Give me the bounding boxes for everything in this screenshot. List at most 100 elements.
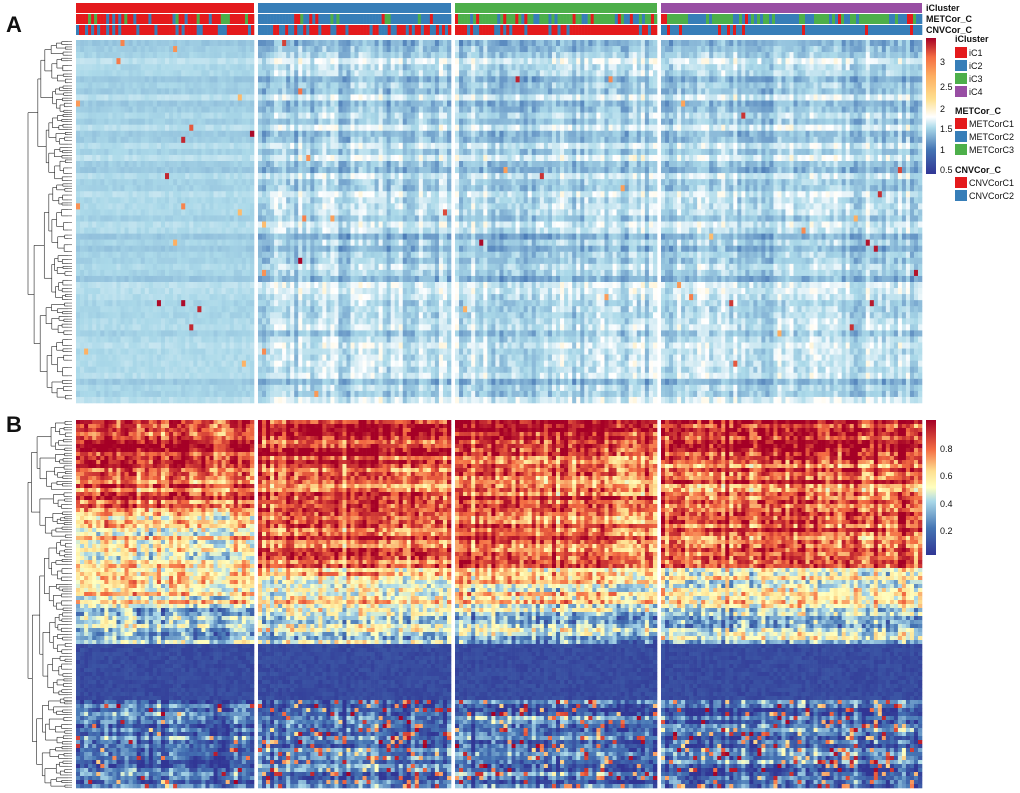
annotation-cell-cnvcor: [236, 25, 239, 35]
heatmap-a-cell: [246, 228, 250, 234]
heatmap-a-cell: [153, 179, 157, 185]
heatmap-a-cell: [161, 306, 165, 312]
annotation-cell-cnvcor: [297, 25, 300, 35]
heatmap-a-cell: [201, 336, 205, 342]
heatmap-a-cell: [104, 282, 108, 288]
heatmap-a-cell: [230, 373, 234, 379]
heatmap-a-cell: [169, 107, 173, 113]
heatmap-a-cell: [242, 300, 246, 306]
heatmap-a-cell: [108, 161, 112, 167]
heatmap-a-cell: [427, 185, 431, 191]
heatmap-a-cell: [157, 258, 161, 264]
heatmap-a-cell: [218, 64, 222, 70]
heatmap-a-cell: [181, 46, 185, 52]
heatmap-a-cell: [96, 137, 100, 143]
heatmap-a-cell: [246, 324, 250, 330]
heatmap-a-cell: [314, 125, 318, 131]
heatmap-a-cell: [242, 52, 246, 58]
heatmap-a-cell: [125, 324, 129, 330]
heatmap-a-cell: [415, 46, 419, 52]
heatmap-a-cell: [84, 379, 88, 385]
heatmap-a-cell: [290, 107, 294, 113]
annotation-cell-metcor: [173, 14, 176, 24]
heatmap-a-cell: [375, 82, 379, 88]
heatmap-a-cell: [226, 282, 230, 288]
heatmap-a-cell: [262, 58, 266, 64]
heatmap-a-cell: [161, 355, 165, 361]
heatmap-a-cell: [92, 155, 96, 161]
heatmap-a-cell: [250, 349, 254, 355]
heatmap-a-cell: [342, 64, 346, 70]
heatmap-a-cell: [214, 391, 218, 397]
heatmap-a-cell: [250, 355, 254, 361]
heatmap-a-cell: [310, 191, 314, 197]
heatmap-a-cell: [427, 40, 431, 46]
annotation-cell-metcor: [751, 14, 754, 24]
heatmap-a-cell: [387, 197, 391, 203]
annotation-cell-metcor: [455, 14, 458, 24]
heatmap-a-cell: [334, 203, 338, 209]
heatmap-a-cell: [218, 101, 222, 107]
heatmap-a-cell: [242, 270, 246, 276]
heatmap-a-cell: [242, 264, 246, 270]
heatmap-a-cell: [84, 197, 88, 203]
heatmap-a-cell: [310, 149, 314, 155]
heatmap-a-cell: [181, 70, 185, 76]
heatmap-a-cell: [214, 179, 218, 185]
heatmap-a-cell: [447, 203, 451, 209]
heatmap-a-cell: [201, 185, 205, 191]
heatmap-a-cell: [141, 125, 145, 131]
heatmap-a-cell: [214, 306, 218, 312]
annotation-cell-metcor: [339, 14, 342, 24]
heatmap-a-cell: [359, 167, 363, 173]
heatmap-a-cell: [92, 240, 96, 246]
heatmap-a-cell: [222, 76, 226, 82]
heatmap-a-cell: [322, 58, 326, 64]
heatmap-a-cell: [137, 288, 141, 294]
heatmap-a-cell: [165, 70, 169, 76]
heatmap-a-cell: [218, 209, 222, 215]
heatmap-a-cell: [379, 125, 383, 131]
heatmap-a-cell: [133, 155, 137, 161]
heatmap-a-cell: [173, 76, 177, 82]
heatmap-a-cell: [133, 40, 137, 46]
annotation-cell-metcor: [267, 14, 270, 24]
heatmap-a-cell: [246, 343, 250, 349]
heatmap-a-cell: [137, 101, 141, 107]
annotation-cell-metcor: [336, 14, 339, 24]
heatmap-a-cell: [169, 336, 173, 342]
heatmap-a-cell: [100, 70, 104, 76]
heatmap-a-cell: [197, 155, 201, 161]
heatmap-a-cell: [282, 40, 286, 46]
heatmap-a-cell: [423, 161, 427, 167]
heatmap-a-cell: [314, 76, 318, 82]
heatmap-a-cell: [161, 64, 165, 70]
heatmap-a-cell: [226, 397, 230, 403]
heatmap-a-cell: [222, 88, 226, 94]
heatmap-a-cell: [342, 107, 346, 113]
heatmap-a-cell: [189, 300, 193, 306]
heatmap-a-cell: [177, 324, 181, 330]
heatmap-a-cell: [350, 137, 354, 143]
heatmap-a-cell: [326, 46, 330, 52]
heatmap-a-cell: [197, 76, 201, 82]
heatmap-a-cell: [355, 82, 359, 88]
heatmap-a-cell: [230, 355, 234, 361]
heatmap-a-cell: [92, 312, 96, 318]
heatmap-a-cell: [302, 119, 306, 125]
heatmap-a-cell: [149, 240, 153, 246]
heatmap-a-cell: [189, 209, 193, 215]
heatmap-a-cell: [165, 58, 169, 64]
heatmap-a-cell: [322, 197, 326, 203]
heatmap-a-cell: [238, 131, 242, 137]
heatmap-a-cell: [443, 155, 447, 161]
heatmap-a-cell: [302, 197, 306, 203]
heatmap-a-cell: [121, 107, 125, 113]
heatmap-a-cell: [189, 119, 193, 125]
heatmap-a-cell: [226, 234, 230, 240]
annotation-cell-cnvcor: [661, 25, 664, 35]
annotation-cell-metcor: [676, 14, 679, 24]
annotation-cell-cnvcor: [188, 25, 191, 35]
heatmap-a-cell: [121, 119, 125, 125]
annotation-cell-cnvcor: [336, 25, 339, 35]
